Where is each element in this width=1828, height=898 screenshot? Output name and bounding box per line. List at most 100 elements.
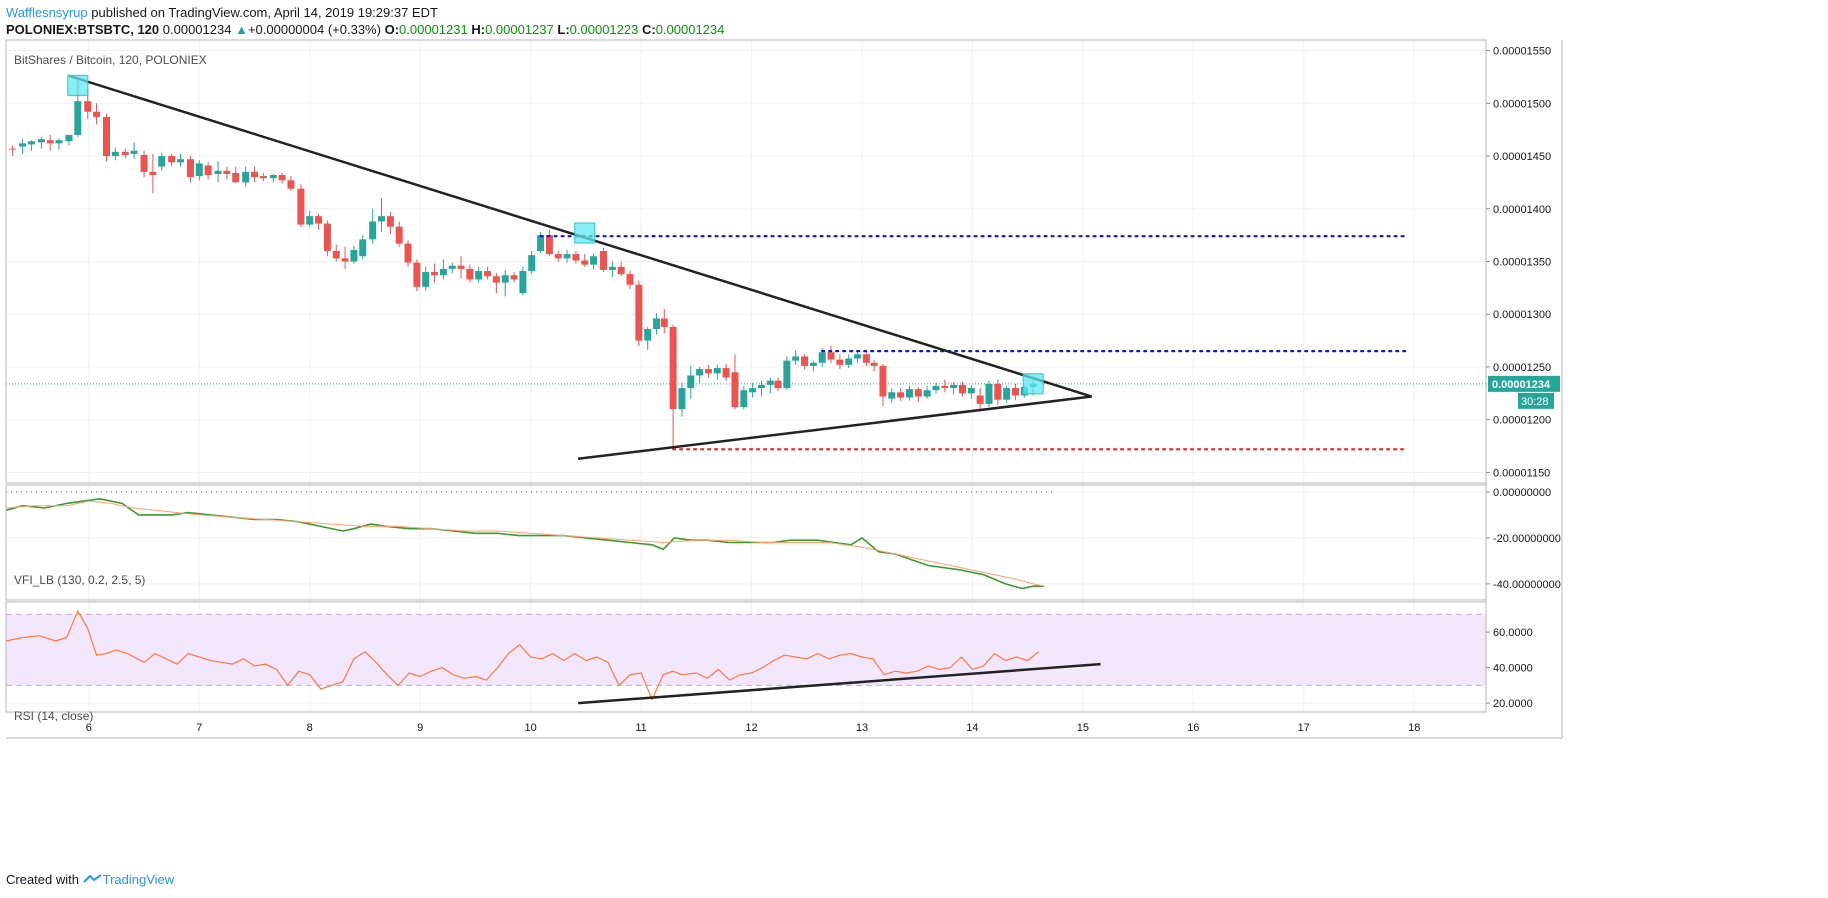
candle[interactable] <box>359 235 367 260</box>
candle[interactable] <box>466 264 474 283</box>
candle[interactable] <box>696 366 704 383</box>
highlight-marker[interactable] <box>1022 373 1044 395</box>
candle[interactable] <box>783 356 791 391</box>
candle[interactable] <box>484 266 492 280</box>
candle[interactable] <box>519 266 527 296</box>
candle[interactable] <box>879 363 887 407</box>
highlight-marker[interactable] <box>574 222 596 244</box>
highlight-marker[interactable] <box>67 74 89 96</box>
candle[interactable] <box>251 166 259 183</box>
candle[interactable] <box>958 381 966 397</box>
candle[interactable] <box>350 245 358 264</box>
candle[interactable] <box>766 377 774 394</box>
author-link[interactable]: Wafflesnsyrup <box>6 5 88 20</box>
candle[interactable] <box>590 253 598 269</box>
candle[interactable] <box>897 388 905 401</box>
candle[interactable] <box>545 229 553 257</box>
candle[interactable] <box>422 266 430 292</box>
candle[interactable] <box>19 139 27 154</box>
candle[interactable] <box>967 384 975 399</box>
candle[interactable] <box>55 138 63 150</box>
candle[interactable] <box>801 354 809 370</box>
vfi-signal-line[interactable] <box>5 500 1045 587</box>
candle[interactable] <box>492 273 500 294</box>
candle[interactable] <box>862 352 870 366</box>
candle[interactable] <box>369 208 377 244</box>
candle[interactable] <box>845 354 853 369</box>
candle[interactable] <box>214 161 222 183</box>
candle[interactable] <box>994 379 1002 405</box>
candle[interactable] <box>9 145 17 157</box>
candle[interactable] <box>37 137 45 149</box>
candle[interactable] <box>528 250 536 275</box>
candle[interactable] <box>158 152 166 171</box>
candle[interactable] <box>941 379 949 393</box>
candle[interactable] <box>232 166 240 183</box>
candle[interactable] <box>341 246 349 269</box>
candle[interactable] <box>242 166 250 187</box>
rsi-pane[interactable] <box>5 610 1101 705</box>
candle[interactable] <box>332 244 340 262</box>
candle[interactable] <box>635 280 643 346</box>
candle[interactable] <box>315 214 323 230</box>
candle[interactable] <box>888 388 896 403</box>
price-pane[interactable] <box>6 74 1486 460</box>
candle[interactable] <box>510 272 518 283</box>
candle[interactable] <box>46 134 54 151</box>
candle[interactable] <box>722 363 730 381</box>
candle[interactable] <box>626 270 634 289</box>
vfi-line[interactable] <box>5 497 1045 590</box>
candle[interactable] <box>130 142 138 160</box>
candle[interactable] <box>223 166 231 180</box>
candle[interactable] <box>323 220 331 257</box>
candle[interactable] <box>27 140 35 151</box>
candle[interactable] <box>395 221 403 247</box>
candle[interactable] <box>923 385 931 399</box>
candle[interactable] <box>563 249 571 263</box>
candle[interactable] <box>103 113 111 162</box>
candle[interactable] <box>572 250 580 264</box>
candle[interactable] <box>297 184 305 227</box>
candle[interactable] <box>554 250 562 262</box>
vfi-pane[interactable] <box>5 491 1056 590</box>
candle[interactable] <box>501 269 509 297</box>
candle[interactable] <box>306 210 314 227</box>
candle[interactable] <box>195 160 203 181</box>
candle[interactable] <box>809 360 817 372</box>
candle[interactable] <box>644 326 652 351</box>
candle[interactable] <box>404 240 412 267</box>
candle[interactable] <box>827 345 835 363</box>
candle[interactable] <box>854 351 862 363</box>
candle[interactable] <box>870 359 878 372</box>
candle[interactable] <box>774 377 782 392</box>
candle[interactable] <box>581 254 589 267</box>
candle[interactable] <box>836 354 844 370</box>
candle[interactable] <box>204 162 212 180</box>
ascending-trendline[interactable] <box>577 395 1092 460</box>
candle[interactable] <box>93 103 101 125</box>
candle[interactable] <box>608 261 616 278</box>
candle[interactable] <box>168 153 176 167</box>
candle[interactable] <box>704 364 712 378</box>
candle[interactable] <box>378 198 386 232</box>
rsi-line[interactable] <box>5 610 1040 701</box>
candle[interactable] <box>186 156 194 183</box>
candle[interactable] <box>687 365 695 399</box>
candle[interactable] <box>749 382 757 398</box>
candle[interactable] <box>413 259 421 292</box>
candle[interactable] <box>660 308 668 334</box>
candle[interactable] <box>914 387 922 402</box>
candle[interactable] <box>669 324 677 450</box>
candle[interactable] <box>1011 383 1019 400</box>
candle[interactable] <box>140 150 148 178</box>
candle[interactable] <box>439 259 447 280</box>
candle[interactable] <box>149 153 157 193</box>
candle[interactable] <box>269 173 277 183</box>
tradingview-link[interactable]: TradingView <box>102 872 175 887</box>
candle[interactable] <box>932 382 940 394</box>
candle[interactable] <box>950 381 958 395</box>
candle[interactable] <box>731 354 739 410</box>
candle[interactable] <box>905 385 913 401</box>
candle[interactable] <box>600 247 608 273</box>
